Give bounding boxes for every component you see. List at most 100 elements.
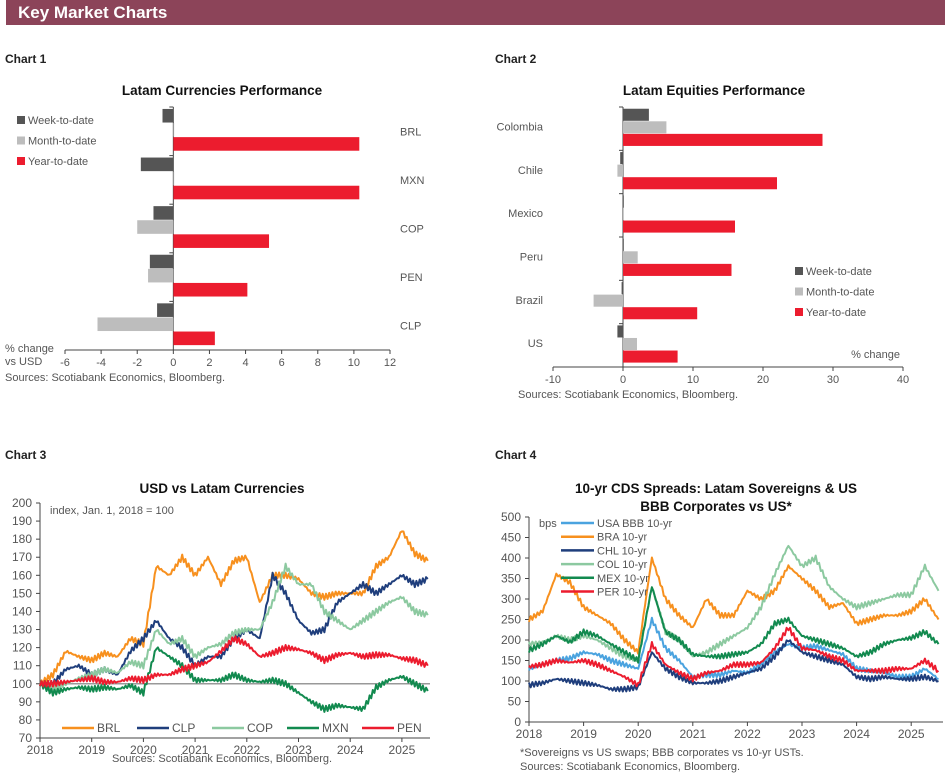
chart2-legend-label: Year-to-date: [806, 307, 866, 319]
chart4-legend-label: CHL 10-yr: [597, 545, 647, 557]
chart2-bar-week-to-date: [621, 282, 623, 295]
chart3-x-tick-label: 2023: [285, 743, 312, 757]
chart2-x-tick-label: 10: [687, 374, 699, 386]
chart4-x-tick-label: 2025: [898, 727, 925, 741]
chart2-x-tick-label: 30: [827, 374, 839, 386]
chart3-legend-label: MXN: [322, 721, 349, 735]
chart2-bar-month-to-date: [623, 251, 638, 264]
chart3-line-mxn: [39, 646, 429, 713]
chart2-category-label: Colombia: [497, 122, 544, 134]
chart1-bar-year-to-date: [173, 331, 215, 346]
chart3-y-label: index, Jan. 1, 2018 = 100: [50, 505, 174, 517]
chart4-line-mex-10-yr: [528, 586, 940, 664]
chart1-x-tick-label: -4: [96, 357, 106, 369]
chart3-line-pen: [39, 635, 429, 688]
chart3-x-tick-label: 2021: [182, 743, 209, 757]
chart3-legend-label: BRL: [97, 721, 121, 735]
chart2-legend-label: Week-to-date: [806, 266, 872, 278]
chart4-x-tick-label: 2021: [679, 727, 706, 741]
chart-3-label: Chart 3: [5, 448, 47, 462]
chart3-line-cop: [39, 562, 429, 693]
chart3-y-tick-label: 120: [12, 641, 32, 655]
chart2-bar-week-to-date: [623, 238, 624, 251]
chart4-y-label: bps: [539, 518, 557, 530]
chart-1-label: Chart 1: [5, 52, 47, 66]
chart1-x-tick-label: 12: [384, 357, 396, 369]
chart4-y-tick-label: 450: [501, 531, 521, 545]
chart3-x-tick-label: 2024: [337, 743, 364, 757]
chart3-legend-label: COP: [247, 721, 273, 735]
chart1-category-label: BRL: [400, 126, 421, 138]
chart2-legend-swatch: [795, 287, 803, 296]
chart3-y-tick-label: 150: [12, 586, 32, 600]
chart1-bar-year-to-date: [173, 234, 270, 248]
chart3-legend-label: PEN: [397, 721, 422, 735]
chart3-x-tick-label: 2025: [389, 743, 416, 757]
chart2-bar-year-to-date: [623, 133, 823, 146]
chart3-y-tick-label: 110: [13, 659, 32, 673]
chart1-x-tick-label: 8: [315, 357, 321, 369]
chart1-source: Sources: Scotiabank Economics, Bloomberg…: [5, 372, 225, 384]
chart1-x-label-2: vs USD: [5, 356, 42, 368]
chart3-legend-label: CLP: [172, 721, 195, 735]
chart2-category-label: Chile: [518, 165, 543, 177]
chart3-y-tick-label: 70: [19, 731, 33, 745]
chart2-source: Sources: Scotiabank Economics, Bloomberg…: [518, 389, 738, 401]
chart2-bar-week-to-date: [620, 152, 623, 165]
chart4-legend-label: BRA 10-yr: [597, 532, 647, 544]
chart1-category-label: PEN: [400, 272, 423, 284]
chart1-bar-year-to-date: [173, 185, 360, 200]
chart1-legend-swatch: [17, 116, 25, 124]
chart2-x-tick-label: 20: [757, 374, 769, 386]
chart1-category-label: MXN: [400, 175, 425, 187]
chart1-category-label: COP: [400, 224, 424, 236]
chart-2-label: Chart 2: [495, 52, 537, 66]
chart4-x-tick-label: 2018: [516, 727, 543, 741]
chart4-line-bra-10-yr: [528, 556, 940, 655]
chart2-title: Latam Equities Performance: [623, 83, 806, 98]
chart2-bar-month-to-date: [623, 337, 637, 351]
chart4-y-tick-label: 100: [501, 674, 521, 688]
chart4-y-tick-label: 0: [514, 715, 521, 729]
chart2-x-tick-label: 0: [620, 374, 626, 386]
chart2-bar-year-to-date: [623, 307, 698, 320]
chart3-y-tick-label: 100: [12, 677, 32, 691]
chart2-bar-year-to-date: [623, 350, 678, 363]
chart1-bar-week-to-date: [162, 108, 174, 123]
chart1-bar-year-to-date: [173, 282, 248, 297]
chart4-y-tick-label: 250: [501, 613, 521, 627]
chart1-bar-month-to-date: [137, 220, 174, 234]
chart3-y-tick-label: 200: [12, 496, 32, 510]
chart3-y-tick-label: 90: [19, 695, 33, 709]
chart2-legend-label: Month-to-date: [806, 287, 874, 299]
chart2-bar-month-to-date: [623, 207, 624, 221]
chart3-source: Sources: Scotiabank Economics, Bloomberg…: [112, 753, 332, 765]
chart3-y-tick-label: 140: [12, 604, 32, 618]
chart1-category-label: CLP: [400, 321, 421, 333]
chart2-bar-year-to-date: [623, 220, 735, 233]
chart2-bar-month-to-date: [617, 164, 623, 177]
chart2-x-tick-label: 40: [897, 374, 909, 386]
chart1-bar-week-to-date: [149, 254, 174, 269]
chart2-bar-week-to-date: [623, 108, 649, 121]
chart-4-label: Chart 4: [495, 448, 537, 462]
chart2-category-label: Peru: [520, 252, 543, 264]
chart1-bar-month-to-date: [173, 123, 175, 137]
chart4-x-tick-label: 2019: [570, 727, 597, 741]
chart3-title: USD vs Latam Currencies: [139, 481, 304, 496]
chart1-x-label: % change: [5, 343, 54, 355]
chart2-bar-month-to-date: [593, 294, 623, 307]
chart4-y-tick-label: 400: [501, 551, 521, 565]
chart2-legend-swatch: [795, 308, 803, 316]
chart2-x-tick-label: -10: [545, 374, 561, 386]
chart1-title: Latam Currencies Performance: [122, 83, 323, 98]
chart2-category-label: Mexico: [508, 208, 543, 220]
chart1-legend-swatch: [17, 136, 25, 145]
chart4-x-tick-label: 2023: [789, 727, 816, 741]
chart3-y-tick-label: 130: [12, 623, 32, 637]
chart4-line-col-10-yr: [528, 544, 940, 663]
chart3-y-tick-label: 180: [12, 532, 32, 546]
chart1-bar-month-to-date: [148, 268, 174, 283]
chart1-bar-year-to-date: [173, 137, 360, 151]
chart4-y-tick-label: 200: [501, 633, 521, 647]
